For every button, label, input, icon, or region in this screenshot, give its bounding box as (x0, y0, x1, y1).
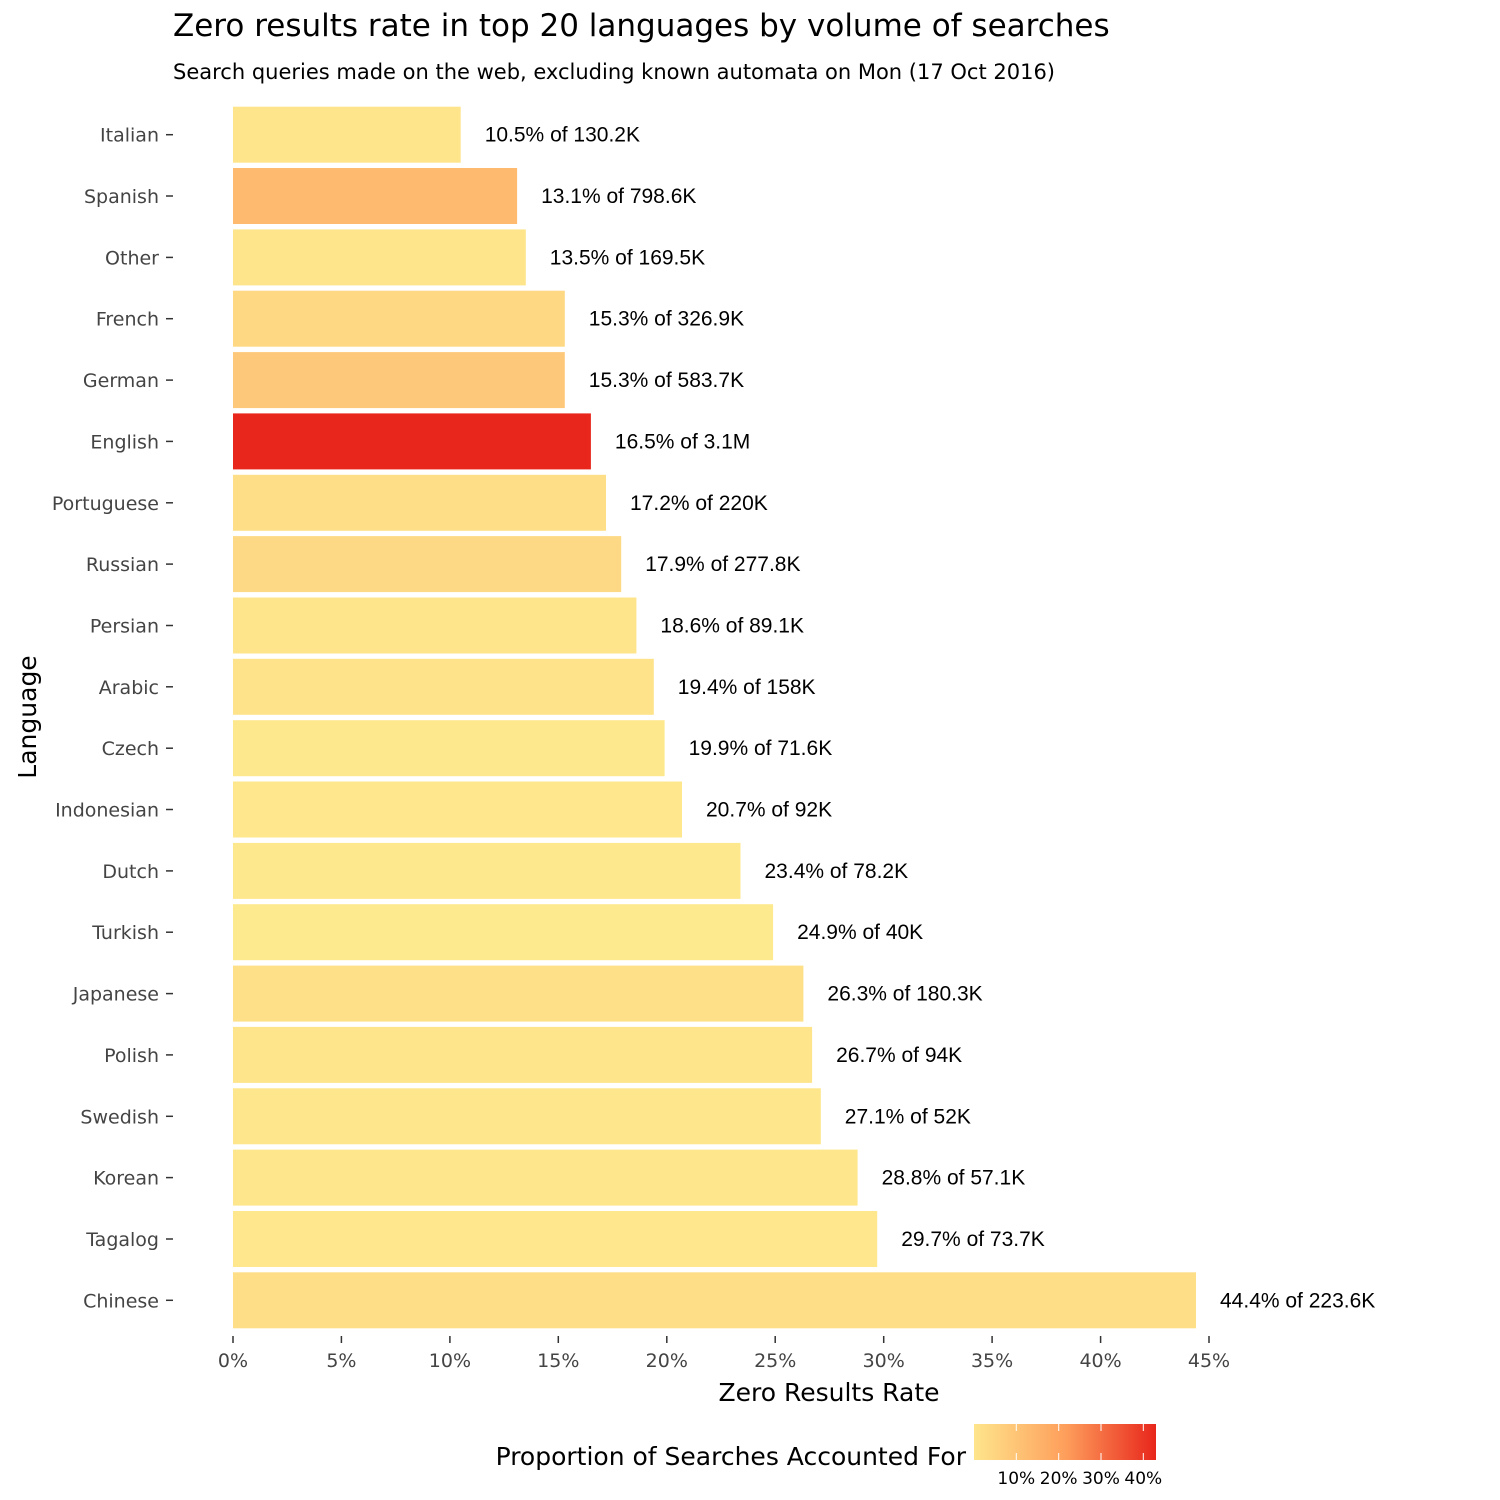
x-axis-title: Zero Results Rate (718, 1378, 939, 1407)
legend-tick-label: 10% (997, 1469, 1035, 1489)
bar-label-german: 15.3% of 583.7K (589, 369, 744, 392)
bar-label-indonesian: 20.7% of 92K (706, 799, 832, 822)
y-tick-label-french: French (96, 309, 159, 331)
y-tick-label-indonesian: Indonesian (55, 800, 159, 822)
bar-indonesian (233, 781, 682, 838)
bar-czech (233, 720, 665, 777)
bar-label-persian: 18.6% of 89.1K (660, 615, 804, 638)
y-tick-label-spanish: Spanish (84, 186, 159, 208)
bar-german (233, 352, 565, 409)
bar-label-portuguese: 17.2% of 220K (630, 492, 768, 515)
bar-label-russian: 17.9% of 277.8K (645, 553, 800, 576)
x-tick-label: 15% (537, 1350, 579, 1372)
bar-label-spanish: 13.1% of 798.6K (541, 185, 696, 208)
bar-label-other: 13.5% of 169.5K (550, 246, 705, 269)
x-tick-label: 35% (971, 1350, 1013, 1372)
y-tick-label-persian: Persian (90, 616, 159, 638)
y-tick-label-russian: Russian (86, 554, 159, 576)
legend-ticks: 10% 20% 30% 40% (997, 1424, 1162, 1489)
y-tick-label-chinese: Chinese (83, 1290, 159, 1312)
bar-tagalog (233, 1211, 878, 1267)
bar-label-english: 16.5% of 3.1M (615, 430, 750, 453)
bar-turkish (233, 904, 774, 961)
bar-french (233, 290, 565, 347)
bar-label-italian: 10.5% of 130.2K (485, 124, 640, 147)
y-tick-label-other: Other (105, 247, 159, 269)
legend-tick-label: 30% (1082, 1469, 1120, 1489)
y-tick-label-korean: Korean (93, 1168, 159, 1190)
bar-spanish (233, 168, 518, 224)
chart-title: Zero results rate in top 20 languages by… (173, 8, 1110, 44)
bar-label-japanese: 26.3% of 180.3K (827, 983, 982, 1006)
x-tick-label: 40% (1079, 1350, 1121, 1372)
y-tick-label-german: German (83, 370, 159, 392)
y-tick-label-arabic: Arabic (99, 677, 159, 699)
y-tick-label-polish: Polish (104, 1045, 159, 1067)
x-tick-label: 45% (1188, 1350, 1230, 1372)
chart-subtitle: Search queries made on the web, excludin… (173, 60, 1055, 84)
legend-tick-label: 40% (1124, 1469, 1162, 1489)
bar-label-dutch: 23.4% of 78.2K (765, 860, 909, 883)
bar-polish (233, 1026, 813, 1083)
bar-label-tagalog: 29.7% of 73.7K (901, 1228, 1045, 1251)
legend-tick-label: 20% (1040, 1469, 1078, 1489)
bar-italian (233, 106, 461, 163)
bar-dutch (233, 842, 741, 899)
bar-label-polish: 26.7% of 94K (836, 1044, 962, 1067)
bar-chinese (233, 1272, 1196, 1329)
bar-label-french: 15.3% of 326.9K (589, 308, 744, 331)
y-axis: Italian Spanish Other French German English Po… (52, 125, 173, 1312)
bar-other (233, 229, 526, 286)
y-tick-label-english: English (90, 431, 159, 453)
bar-japanese (233, 965, 804, 1022)
y-tick-label-czech: Czech (102, 738, 159, 760)
y-tick-label-turkish: Turkish (91, 922, 159, 944)
x-tick-label: 0% (218, 1350, 248, 1372)
x-tick-label: 20% (646, 1350, 688, 1372)
y-tick-label-italian: Italian (100, 125, 159, 147)
y-axis-title: Language (13, 655, 42, 778)
bar-korean (233, 1149, 858, 1206)
bar-russian (233, 536, 622, 593)
y-tick-label-portuguese: Portuguese (52, 493, 159, 515)
bar-swedish (233, 1088, 821, 1145)
legend-colorbar (974, 1424, 1156, 1460)
y-tick-label-tagalog: Tagalog (85, 1229, 159, 1251)
bar-label-czech: 19.9% of 71.6K (689, 737, 833, 760)
y-tick-label-japanese: Japanese (72, 984, 159, 1006)
bar-label-swedish: 27.1% of 52K (845, 1105, 971, 1128)
bar-arabic (233, 658, 654, 715)
bar-label-chinese: 44.4% of 223.6K (1220, 1289, 1375, 1312)
bar-label-korean: 28.8% of 57.1K (882, 1167, 1026, 1190)
legend-title: Proportion of Searches Accounted For (496, 1442, 967, 1471)
x-tick-label: 10% (429, 1350, 471, 1372)
bar-label-turkish: 24.9% of 40K (797, 921, 923, 944)
bar-portuguese (233, 474, 606, 531)
y-tick-label-swedish: Swedish (80, 1106, 159, 1128)
bar-english (233, 413, 591, 470)
legend: Proportion of Searches Accounted For 10%… (496, 1424, 1162, 1489)
bars-layer: 10.5% of 130.2K 13.1% of 798.6K 13.5% of 1… (233, 106, 1375, 1329)
x-axis: 0% 5% 10% 15% 20% 25% 30% 35% 40% 45% (218, 1336, 1230, 1372)
y-tick-label-dutch: Dutch (102, 861, 159, 883)
x-tick-label: 25% (754, 1350, 796, 1372)
bar-persian (233, 597, 637, 654)
bar-label-arabic: 19.4% of 158K (678, 676, 816, 699)
x-tick-label: 5% (326, 1350, 356, 1372)
x-tick-label: 30% (863, 1350, 905, 1372)
